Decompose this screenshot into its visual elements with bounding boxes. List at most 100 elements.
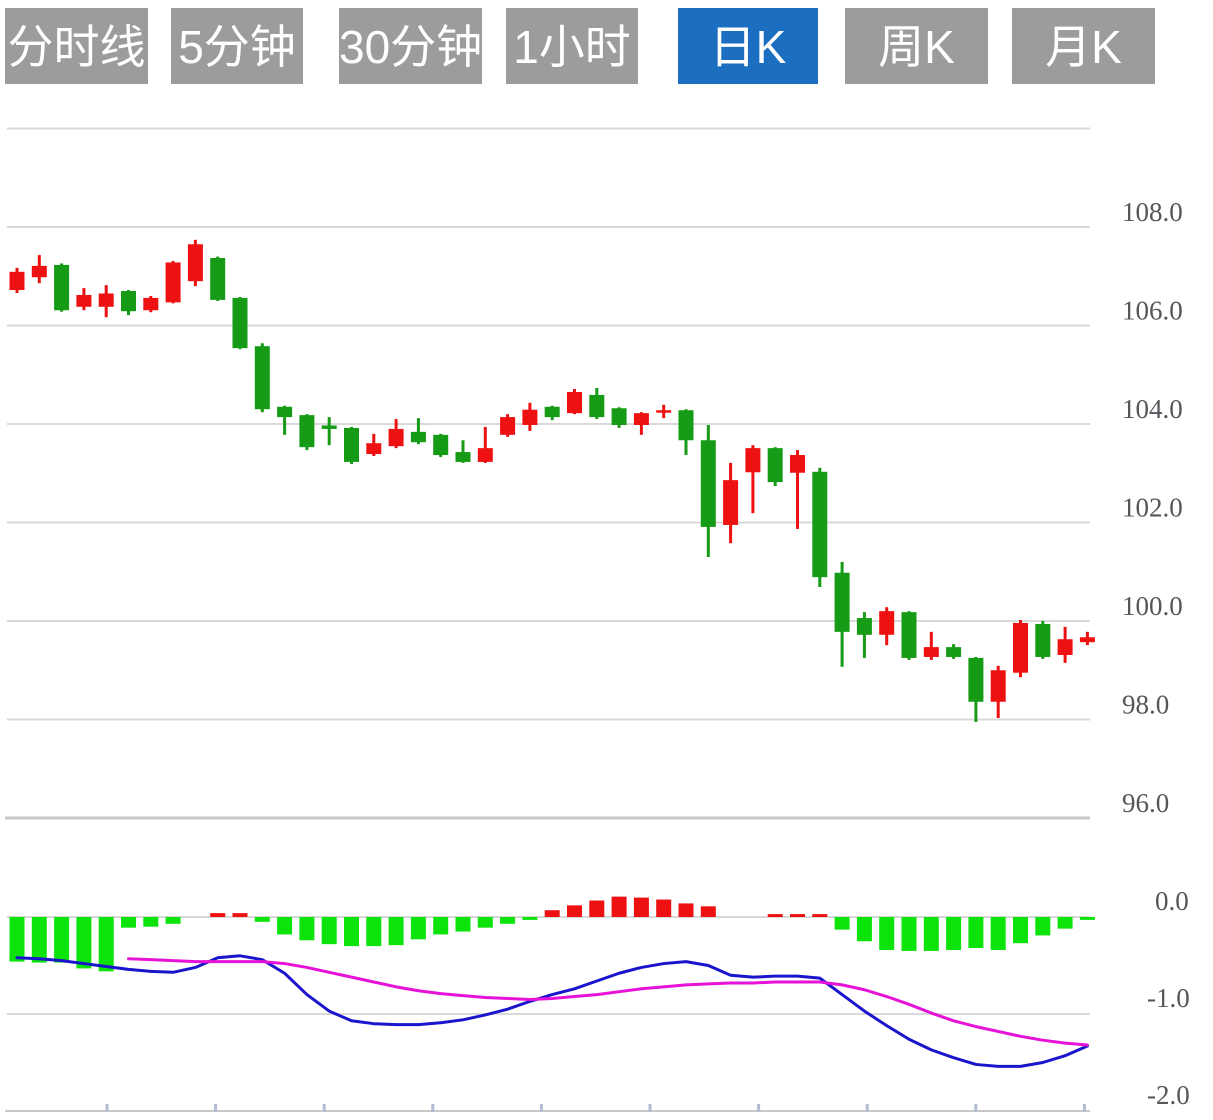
candle-down bbox=[544, 406, 560, 418]
macd-bar-down bbox=[455, 917, 471, 932]
candle-down bbox=[812, 471, 828, 578]
candle-up bbox=[567, 391, 582, 414]
macd-bar-up bbox=[232, 913, 248, 917]
candle-down bbox=[856, 618, 872, 635]
candle-down bbox=[968, 657, 984, 702]
macd-histogram bbox=[9, 896, 1095, 972]
macd-bar-up bbox=[544, 910, 560, 917]
candle-wick bbox=[929, 631, 933, 660]
macd-axis-label: -1.0 bbox=[1147, 983, 1190, 1013]
price-axis-label: 98.0 bbox=[1122, 690, 1169, 720]
candle-down bbox=[277, 406, 293, 418]
macd-bar-down bbox=[254, 917, 270, 922]
candle-down bbox=[410, 431, 426, 443]
macd-bar-down bbox=[54, 917, 70, 963]
macd-axis-label: 0.0 bbox=[1155, 886, 1189, 916]
candle-up bbox=[522, 409, 538, 425]
candle-down bbox=[589, 394, 605, 418]
tab-timeline[interactable]: 分时线 bbox=[5, 8, 148, 84]
macd-bar-up bbox=[700, 906, 716, 917]
candle-up bbox=[1079, 637, 1095, 643]
tab-30min[interactable]: 30分钟 bbox=[339, 8, 482, 84]
candle-up bbox=[723, 480, 739, 525]
macd-bar-down bbox=[31, 917, 47, 963]
macd-bar-up bbox=[567, 905, 582, 917]
candle-down bbox=[834, 572, 850, 632]
macd-bar-down bbox=[1079, 917, 1095, 920]
macd-bar-down bbox=[901, 917, 917, 951]
macd-bar-down bbox=[1057, 917, 1073, 929]
macd-bar-down bbox=[299, 917, 315, 941]
macd-bar-down bbox=[834, 917, 850, 930]
tab-5min[interactable]: 5分钟 bbox=[171, 8, 303, 84]
candle-down bbox=[344, 427, 359, 462]
tab-daily-k[interactable]: 日K bbox=[678, 8, 818, 84]
price-axis-label: 100.0 bbox=[1122, 591, 1183, 621]
candle-down bbox=[767, 448, 783, 483]
candle-wick bbox=[461, 440, 465, 463]
candle-down bbox=[678, 410, 694, 441]
candle-down bbox=[946, 647, 962, 657]
macd-bar-down bbox=[500, 917, 516, 924]
macd-bar-down bbox=[366, 917, 382, 947]
tab-monthly-k[interactable]: 月K bbox=[1012, 8, 1155, 84]
macd-bar-down bbox=[76, 917, 92, 969]
candle-up bbox=[1057, 639, 1073, 655]
candle-up bbox=[31, 265, 47, 278]
price-axis-label: 102.0 bbox=[1122, 493, 1183, 523]
macd-bar-down bbox=[121, 917, 136, 928]
candle-up bbox=[633, 413, 649, 425]
candle-up bbox=[1013, 622, 1028, 673]
macd-bar-down bbox=[277, 917, 293, 935]
macd-bar-down bbox=[477, 917, 493, 928]
candle-wick bbox=[862, 612, 866, 658]
price-axis-labels: 108.0 106.0 104.0 102.0 100.0 98.0 96.0 bbox=[1122, 197, 1183, 818]
candle-up bbox=[477, 448, 493, 462]
macd-bar-up bbox=[767, 914, 783, 917]
macd-bar-down bbox=[968, 917, 984, 949]
candle-wick bbox=[796, 450, 799, 529]
macd-bar-up bbox=[656, 899, 672, 917]
candle-down bbox=[210, 258, 226, 300]
price-axis-label: 106.0 bbox=[1122, 296, 1183, 326]
price-axis-label: 96.0 bbox=[1122, 788, 1169, 818]
candle-down bbox=[1035, 623, 1051, 657]
dif-line bbox=[15, 954, 1089, 1068]
macd-bar-down bbox=[433, 917, 449, 935]
macd-bar-up bbox=[812, 914, 828, 917]
candle-up bbox=[98, 293, 114, 307]
macd-bar-down bbox=[321, 917, 337, 945]
macd-lines bbox=[15, 954, 1089, 1068]
macd-axis-labels: 0.0 -1.0 -2.0 bbox=[1147, 886, 1190, 1110]
macd-bar-down bbox=[143, 917, 159, 927]
tab-1hour[interactable]: 1小时 bbox=[506, 8, 638, 84]
candle-up bbox=[923, 647, 939, 657]
macd-bar-down bbox=[388, 917, 404, 946]
tab-weekly-k[interactable]: 周K bbox=[845, 8, 988, 84]
candle-up bbox=[187, 244, 203, 282]
macd-bar-down bbox=[165, 917, 181, 924]
candle-down bbox=[455, 452, 471, 462]
candle-wick bbox=[751, 445, 755, 514]
macd-bar-up bbox=[633, 897, 649, 917]
candle-up bbox=[165, 262, 181, 303]
macd-bar-down bbox=[946, 917, 962, 950]
candle-up bbox=[366, 443, 382, 455]
candle-down bbox=[121, 291, 136, 312]
macd-bar-up bbox=[678, 903, 694, 917]
price-axis-label: 108.0 bbox=[1122, 197, 1183, 227]
macd-bar-down bbox=[410, 917, 426, 940]
candle-up bbox=[879, 611, 895, 635]
candle-wick bbox=[416, 418, 420, 445]
macd-bar-down bbox=[923, 917, 939, 951]
candle-down bbox=[700, 440, 716, 527]
macd-bar-up bbox=[611, 896, 627, 917]
candle-up bbox=[990, 670, 1006, 702]
price-axis-label: 104.0 bbox=[1122, 394, 1183, 424]
candle-down bbox=[901, 612, 917, 658]
candle-wick bbox=[327, 417, 331, 446]
candle-down bbox=[232, 297, 248, 349]
